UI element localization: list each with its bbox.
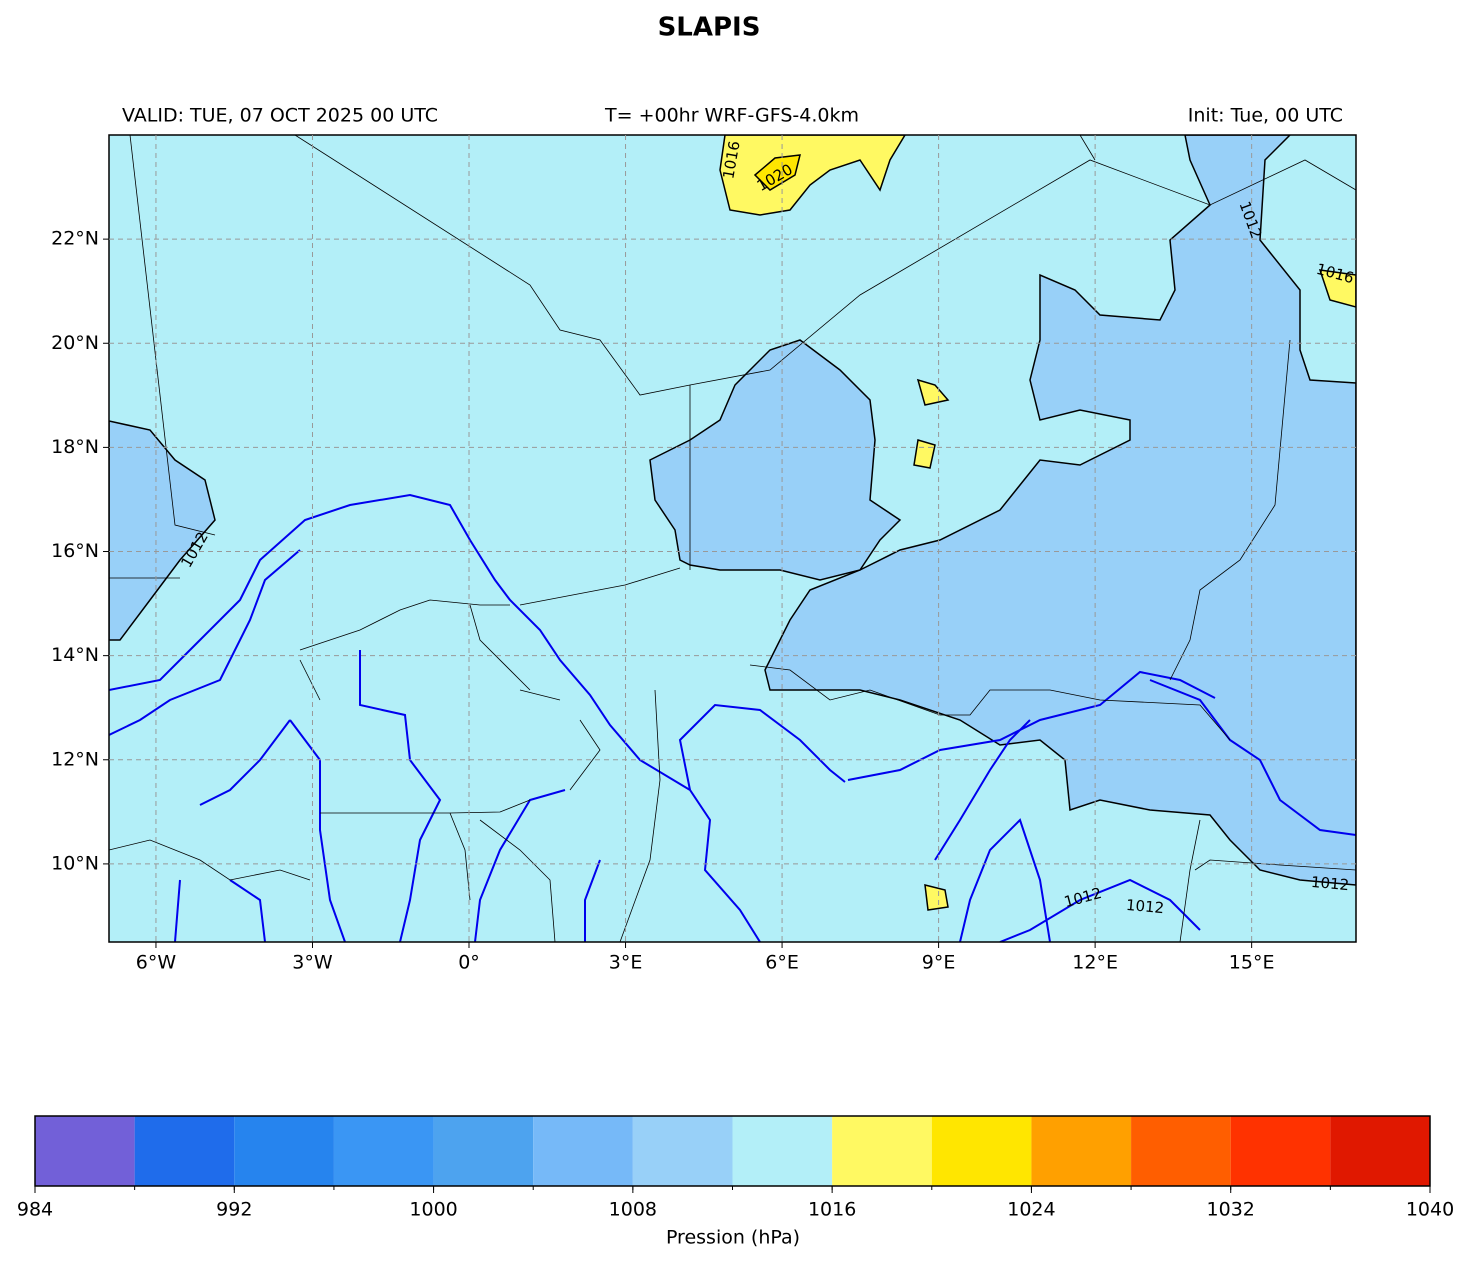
river xyxy=(934,719,1031,861)
river xyxy=(847,670,1216,781)
x-tick-label: 0° xyxy=(458,952,480,974)
colorbar-segment xyxy=(1131,1116,1231,1186)
y-tick-label: 22°N xyxy=(51,228,99,250)
pressure-fill xyxy=(753,154,801,191)
colorbar-segment xyxy=(433,1116,534,1186)
colorbar-segment xyxy=(134,1116,235,1186)
pressure-fill xyxy=(649,339,902,581)
x-tick-label: 15°E xyxy=(1229,952,1275,974)
x-tick-label: 12°E xyxy=(1072,952,1118,974)
colorbar-segment xyxy=(333,1116,434,1186)
y-tick-label: 14°N xyxy=(51,644,99,666)
colorbar-segment xyxy=(832,1116,932,1186)
valid-time: VALID: TUE, 07 OCT 2025 00 UTC xyxy=(122,105,438,127)
river xyxy=(174,789,601,942)
init-time: Init: Tue, 00 UTC xyxy=(1188,105,1343,127)
colorbar-frame xyxy=(34,1115,1431,1187)
colorbar-tick-label: 1000 xyxy=(409,1199,457,1221)
pressure-fill xyxy=(719,135,906,216)
run-info: T= +00hr WRF-GFS-4.0km xyxy=(604,105,859,127)
colorbar-tick-label: 1008 xyxy=(609,1199,657,1221)
colorbar-segment xyxy=(1230,1116,1331,1186)
river xyxy=(109,549,301,736)
colorbar-segment xyxy=(632,1116,733,1186)
colorbar-segment xyxy=(234,1116,334,1186)
colorbar-label: Pression (hPa) xyxy=(666,1227,800,1249)
colorbar-tick-label: 984 xyxy=(17,1199,53,1221)
river xyxy=(109,493,761,942)
y-tick-label: 20°N xyxy=(51,332,99,354)
river xyxy=(678,703,846,791)
pressure-fill xyxy=(109,420,216,641)
river xyxy=(1149,679,1356,836)
y-tick-label: 12°N xyxy=(51,748,99,770)
contour-label: 1012 xyxy=(1125,896,1165,917)
colorbar-segment xyxy=(1031,1116,1132,1186)
contour-label: 1012 xyxy=(1310,873,1350,894)
x-tick-label: 6°W xyxy=(136,952,177,974)
pressure-fill xyxy=(764,135,1356,886)
title: SLAPIS xyxy=(658,13,761,43)
y-tick-label: 18°N xyxy=(51,436,99,458)
x-tick-label: 9°E xyxy=(922,952,956,974)
river xyxy=(959,818,1201,942)
river xyxy=(359,650,442,942)
x-tick-label: 6°E xyxy=(765,952,799,974)
map xyxy=(109,135,1356,942)
y-tick-label: 16°N xyxy=(51,540,99,562)
colorbar-tick-label: 1016 xyxy=(808,1199,856,1221)
colorbar-segment xyxy=(931,1116,1032,1186)
colorbar-tick-label: 1024 xyxy=(1007,1199,1055,1221)
river xyxy=(199,719,346,942)
colorbar-tick-label: 1032 xyxy=(1207,1199,1255,1221)
x-tick-label: 3°E xyxy=(609,952,643,974)
y-tick-label: 10°N xyxy=(51,852,99,874)
border xyxy=(109,135,1356,942)
pressure-fill xyxy=(913,269,1356,911)
colorbar-tick-label: 992 xyxy=(216,1199,252,1221)
colorbar-segment xyxy=(35,1116,135,1186)
colorbar-tick-label: 1040 xyxy=(1406,1199,1454,1221)
colorbar-segment xyxy=(732,1116,833,1186)
x-tick-label: 3°W xyxy=(292,952,333,974)
colorbar-segment xyxy=(533,1116,633,1186)
map-frame xyxy=(108,134,1357,943)
colorbar-segment xyxy=(1330,1116,1430,1186)
